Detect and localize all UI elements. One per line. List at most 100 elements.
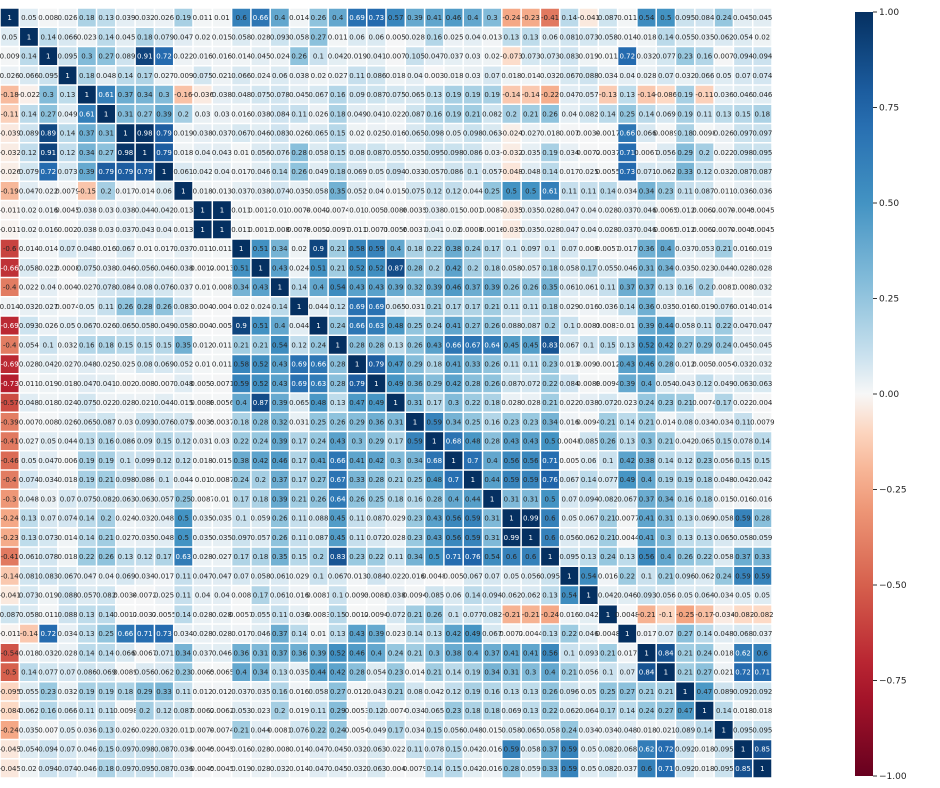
heatmap-cell-label: 0.13 bbox=[330, 630, 346, 638]
heatmap-cell bbox=[39, 85, 58, 104]
heatmap-cell bbox=[502, 316, 521, 335]
heatmap-cell-label: 0.083 bbox=[559, 53, 579, 61]
heatmap-cell-label: 0.47 bbox=[697, 688, 713, 696]
heatmap-cell-label: 0.31 bbox=[504, 495, 520, 503]
heatmap-cell bbox=[251, 47, 270, 65]
heatmap-cell-label: 0.017 bbox=[154, 245, 174, 253]
heatmap-cell bbox=[714, 28, 733, 46]
heatmap-cell-label: 0.21 bbox=[330, 264, 346, 272]
heatmap-cell bbox=[58, 28, 77, 46]
heatmap-cell-label: 0.18 bbox=[233, 418, 249, 426]
heatmap-cell-label: 0.045 bbox=[752, 14, 772, 22]
heatmap-cell-label: -0.045 bbox=[0, 746, 21, 754]
heatmap-cell-label: 0.014 bbox=[19, 245, 40, 253]
heatmap-cell bbox=[734, 297, 752, 316]
heatmap-cell-label: 0.5 bbox=[544, 495, 555, 503]
heatmap-cell-label: 0.23 bbox=[446, 707, 462, 715]
heatmap-cell-label: 0.07 bbox=[40, 515, 56, 523]
heatmap-cell bbox=[502, 47, 521, 65]
heatmap-cell bbox=[367, 239, 386, 258]
heatmap-cell-label: 0.058 bbox=[540, 726, 560, 734]
heatmap-cell bbox=[328, 66, 347, 85]
heatmap-cell-label: 0.009 bbox=[0, 53, 20, 61]
heatmap-cell-label: 0.14 bbox=[79, 515, 95, 523]
heatmap-cell-label: 1 bbox=[336, 341, 340, 349]
heatmap-cell-label: 0.21 bbox=[658, 438, 674, 446]
heatmap-cell bbox=[714, 259, 733, 277]
heatmap-cell bbox=[386, 201, 405, 219]
heatmap-cell bbox=[618, 297, 637, 316]
heatmap-cell-label: 0.065 bbox=[77, 418, 97, 426]
heatmap-cell-label: -0.69 bbox=[1, 322, 19, 330]
heatmap-cell-label: 0.062 bbox=[559, 707, 579, 715]
heatmap-cell bbox=[58, 162, 77, 181]
heatmap-cell-label: 0.075 bbox=[405, 187, 425, 195]
heatmap-cell bbox=[20, 278, 38, 296]
heatmap-cell-label: 0.063 bbox=[733, 380, 753, 388]
heatmap-cell-label: 0.07 bbox=[619, 669, 635, 677]
heatmap-cell-label: 0.3 bbox=[351, 438, 362, 446]
heatmap-cell bbox=[20, 8, 38, 27]
heatmap-cell-label: 0.1 bbox=[158, 476, 169, 484]
heatmap-cell bbox=[174, 355, 193, 373]
heatmap-cell bbox=[232, 316, 251, 335]
heatmap-cell-label: 0.25 bbox=[98, 630, 114, 638]
heatmap-cell-label: 0.093 bbox=[579, 649, 599, 657]
heatmap-cell bbox=[348, 374, 366, 393]
heatmap-cell bbox=[637, 182, 656, 200]
heatmap-cell-label: 0.26 bbox=[677, 553, 693, 561]
heatmap-cell bbox=[502, 143, 521, 162]
heatmap-cell-label: 0.11 bbox=[581, 187, 597, 195]
heatmap-cell-label: 0.087 bbox=[733, 168, 753, 176]
heatmap-cell-label: -0.036 bbox=[191, 91, 214, 99]
heatmap-cell-label: 0.095 bbox=[559, 553, 579, 561]
heatmap-cell-label: 0.59 bbox=[426, 418, 442, 426]
heatmap-cell-label: 0.79 bbox=[156, 130, 172, 138]
heatmap-cell-label: 0.56 bbox=[639, 553, 655, 561]
heatmap-cell-label: 0.058 bbox=[135, 322, 155, 330]
heatmap-cell bbox=[135, 259, 154, 277]
heatmap-cell bbox=[599, 278, 617, 296]
heatmap-cell-label: 0.11 bbox=[735, 418, 751, 426]
heatmap-cell-label: 0.36 bbox=[639, 245, 655, 253]
heatmap-cell bbox=[425, 278, 444, 296]
heatmap-cell-label: 0.028 bbox=[637, 72, 657, 80]
heatmap-cell-label: 0.31 bbox=[484, 534, 500, 542]
heatmap-cell bbox=[579, 297, 598, 316]
heatmap-cell-label: 0.14 bbox=[542, 168, 558, 176]
heatmap-cell-label: 0.058 bbox=[598, 33, 618, 41]
heatmap-cell-label: 0.016 bbox=[675, 303, 696, 311]
heatmap-cell-label: 0.11 bbox=[79, 707, 95, 715]
heatmap-cell-label: 0.014 bbox=[617, 33, 638, 41]
heatmap-cell-label: 0.046 bbox=[77, 765, 98, 773]
heatmap-cell-label: 0.063 bbox=[482, 130, 502, 138]
heatmap-cell bbox=[116, 124, 135, 142]
heatmap-cell-label: 0.11 bbox=[291, 515, 307, 523]
heatmap-cell-label: 0.035 bbox=[405, 149, 425, 157]
heatmap-cell-label: 0.045 bbox=[752, 341, 772, 349]
heatmap-cell bbox=[213, 105, 231, 123]
heatmap-cell-label: -0.24 bbox=[541, 611, 560, 619]
heatmap-cell-label: 0.021 bbox=[135, 399, 155, 407]
heatmap-cell-label: 0.027 bbox=[521, 130, 541, 138]
heatmap-cell-label: 0.035 bbox=[289, 669, 309, 677]
heatmap-cell-label: 0.11 bbox=[98, 707, 114, 715]
heatmap-cell-label: 0.017 bbox=[231, 630, 251, 638]
heatmap-cell bbox=[599, 8, 617, 27]
heatmap-cell bbox=[425, 143, 444, 162]
heatmap-cell-label: 0.041 bbox=[96, 380, 116, 388]
heatmap-cell bbox=[213, 220, 231, 239]
heatmap-cell bbox=[0, 8, 19, 27]
heatmap-cell-label: 0.016 bbox=[386, 130, 407, 138]
heatmap-cell bbox=[232, 278, 251, 296]
heatmap-cell bbox=[483, 66, 502, 85]
heatmap-cell-label: 0.093 bbox=[135, 418, 155, 426]
heatmap-cell bbox=[155, 316, 173, 335]
heatmap-cell-label: 0.33 bbox=[465, 361, 481, 369]
heatmap-cell-label: 0.0053 bbox=[190, 380, 215, 388]
heatmap-cell-label: 0.52 bbox=[253, 361, 269, 369]
heatmap-cell bbox=[20, 105, 38, 123]
heatmap-cell bbox=[406, 124, 424, 142]
heatmap-cell-label: 0.66 bbox=[619, 130, 635, 138]
heatmap-cell-label: 0.037 bbox=[173, 245, 193, 253]
